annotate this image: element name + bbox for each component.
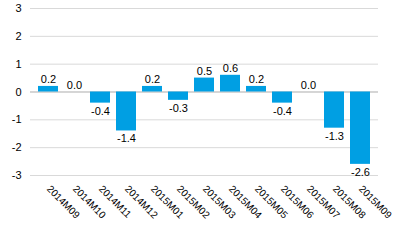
svg-text:2015M09: 2015M09	[357, 183, 395, 221]
svg-text:2015M04: 2015M04	[226, 183, 265, 221]
svg-text:2015M02: 2015M02	[174, 183, 213, 221]
svg-text:0.2: 0.2	[249, 73, 264, 85]
svg-text:0.6: 0.6	[223, 62, 238, 74]
svg-text:2014M12: 2014M12	[122, 183, 161, 221]
svg-text:-1: -1	[12, 113, 22, 125]
svg-text:2015M01: 2015M01	[148, 183, 187, 221]
svg-text:0.0: 0.0	[67, 79, 82, 91]
svg-text:-2: -2	[12, 141, 22, 153]
svg-text:2: 2	[15, 30, 21, 42]
svg-text:0.2: 0.2	[145, 73, 160, 85]
svg-text:-0.4: -0.4	[273, 105, 292, 117]
svg-text:-3: -3	[12, 169, 22, 181]
svg-text:0: 0	[15, 86, 21, 98]
svg-text:2015M03: 2015M03	[200, 183, 239, 221]
svg-text:-1.3: -1.3	[325, 130, 344, 142]
svg-text:0.2: 0.2	[41, 73, 56, 85]
svg-text:2015M05: 2015M05	[252, 183, 291, 221]
svg-text:0.5: 0.5	[197, 65, 212, 77]
svg-text:2014M10: 2014M10	[70, 183, 109, 221]
svg-text:2014M09: 2014M09	[44, 183, 83, 221]
svg-text:-0.4: -0.4	[91, 105, 110, 117]
svg-text:3: 3	[15, 2, 21, 14]
svg-text:-0.3: -0.3	[169, 102, 188, 114]
svg-text:-1.4: -1.4	[117, 132, 136, 144]
svg-text:-2.6: -2.6	[351, 166, 370, 178]
svg-text:2015M08: 2015M08	[330, 183, 369, 221]
svg-text:2014M11: 2014M11	[96, 183, 134, 220]
svg-text:2015M07: 2015M07	[304, 183, 343, 221]
svg-text:2015M06: 2015M06	[278, 183, 317, 221]
svg-text:1: 1	[15, 58, 21, 70]
svg-text:0.0: 0.0	[301, 79, 316, 91]
